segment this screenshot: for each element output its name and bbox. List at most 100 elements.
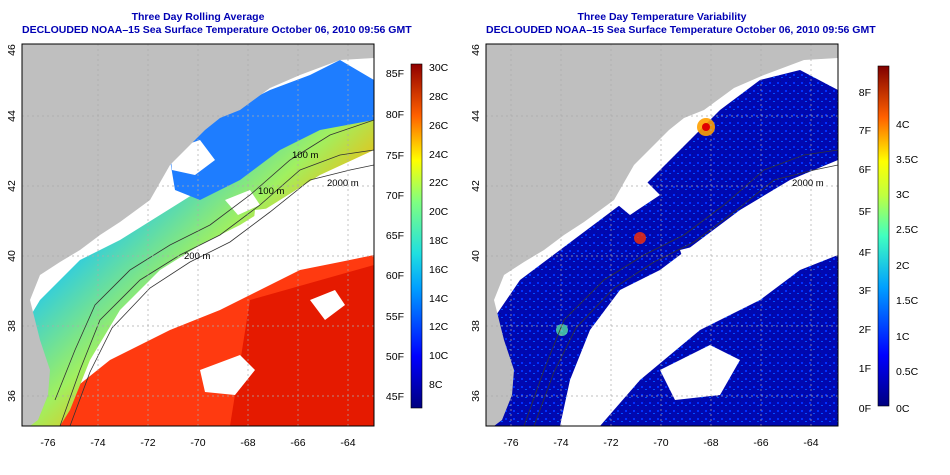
left-colorbar — [410, 63, 423, 409]
right-nodata-patch — [660, 345, 740, 400]
colorbar-label: 1F — [859, 363, 871, 375]
colorbar-label: 14C — [429, 293, 449, 305]
left-nodata-patch — [250, 200, 360, 260]
left-contour — [59, 149, 374, 426]
contour-label: 200 m — [184, 251, 210, 262]
contour-label: 100 m — [292, 150, 318, 161]
contour-label: 2000 m — [792, 178, 824, 189]
x-tick-label: -70 — [653, 437, 668, 449]
colorbar-label: 3.5C — [896, 154, 919, 166]
colorbar-label: 10C — [429, 350, 449, 362]
left-grid — [22, 44, 374, 426]
colorbar-label: 6F — [859, 164, 871, 176]
y-tick-label: 46 — [6, 44, 18, 56]
left-map-frame — [21, 43, 375, 427]
right-hotspot — [702, 123, 710, 131]
y-tick-label: 44 — [470, 110, 482, 122]
colorbar-label: 75F — [386, 150, 404, 162]
left-nodata-patch — [310, 290, 345, 320]
colorbar-label: 2C — [896, 260, 910, 272]
colorbar-label: 0F — [859, 403, 871, 415]
colorbar-label: 20C — [429, 206, 449, 218]
colorbar-label: 85F — [386, 68, 404, 80]
right-contour — [533, 164, 838, 426]
colorbar-label: 8F — [859, 87, 871, 99]
x-tick-label: -68 — [240, 437, 255, 449]
left-shelf-water — [22, 90, 374, 426]
right-nodata-patch — [680, 230, 800, 280]
left-colorbar-f-labels: 85F 80F 75F 70F 65F 60F 55F 50F 45F — [386, 68, 404, 403]
y-tick-label: 36 — [6, 390, 18, 402]
contour-label: 100 m — [258, 186, 284, 197]
colorbar-label: 22C — [429, 177, 449, 189]
x-tick-label: -74 — [90, 437, 105, 449]
colorbar-label: 28C — [429, 91, 449, 103]
x-tick-label: -72 — [140, 437, 155, 449]
right-variability-field — [486, 70, 838, 426]
x-tick-label: -74 — [553, 437, 568, 449]
left-title: Three Day Rolling Average — [131, 11, 265, 23]
colorbar-label: 16C — [429, 264, 449, 276]
y-tick-label: 42 — [6, 180, 18, 192]
y-tick-label: 36 — [470, 390, 482, 402]
colorbar-label: 4C — [896, 119, 910, 131]
right-land — [486, 44, 838, 426]
x-tick-label: -66 — [753, 437, 768, 449]
colorbar-label: 65F — [386, 230, 404, 242]
left-subtitle: DECLOUDED NOAA–15 Sea Surface Temperatur… — [22, 24, 412, 36]
colorbar-label: 50F — [386, 351, 404, 363]
y-tick-label: 40 — [6, 250, 18, 262]
colorbar-label: 3C — [896, 189, 910, 201]
x-tick-label: -72 — [603, 437, 618, 449]
x-tick-label: -66 — [290, 437, 305, 449]
colorbar-label: 2.5C — [896, 224, 919, 236]
x-tick-label: -76 — [503, 437, 518, 449]
right-hotspot — [634, 232, 646, 244]
left-map — [22, 44, 374, 426]
colorbar-label: 24C — [429, 149, 449, 161]
left-x-axis: -76 -74 -72 -70 -68 -66 -64 — [40, 437, 355, 449]
y-tick-label: 46 — [470, 44, 482, 56]
right-variability-field — [600, 255, 838, 426]
left-y-axis: 36 38 40 42 44 46 — [6, 44, 18, 402]
colorbar-label: 1C — [896, 331, 910, 343]
left-nodata-patch — [225, 190, 260, 215]
colorbar-label: 5F — [859, 206, 871, 218]
y-tick-label: 38 — [6, 320, 18, 332]
colorbar-label: 1.5C — [896, 295, 919, 307]
left-land — [22, 44, 374, 426]
x-tick-label: -64 — [803, 437, 818, 449]
y-tick-label: 40 — [470, 250, 482, 262]
y-tick-label: 38 — [470, 320, 482, 332]
contour-label: 2000 m — [327, 178, 359, 189]
colorbar-label: 70F — [386, 190, 404, 202]
colorbar-label: 0C — [896, 403, 910, 415]
colorbar-label: 4F — [859, 247, 871, 259]
right-x-axis: -76 -74 -72 -70 -68 -66 -64 — [503, 437, 818, 449]
left-gulf-maine — [170, 60, 374, 200]
left-contour — [54, 119, 374, 401]
right-map-frame — [485, 43, 839, 427]
colorbar-label: 18C — [429, 235, 449, 247]
right-subtitle: DECLOUDED NOAA–15 Sea Surface Temperatur… — [486, 24, 876, 36]
colorbar-label: 55F — [386, 311, 404, 323]
right-colorbar-f-labels: 8F 7F 6F 5F 4F 3F 2F 1F 0F — [859, 87, 871, 415]
colorbar-label: 12C — [429, 321, 449, 333]
right-colorbar — [877, 65, 890, 407]
right-colorbar-c-labels: 4C 3.5C 3C 2.5C 2C 1.5C 1C 0.5C 0C — [896, 119, 919, 415]
colorbar-label: 2F — [859, 324, 871, 336]
x-tick-label: -76 — [40, 437, 55, 449]
right-title: Three Day Temperature Variability — [577, 11, 747, 23]
left-colorbar-c-labels: 30C 28C 26C 24C 22C 20C 18C 16C 14C 12C … — [429, 62, 449, 391]
x-tick-label: -68 — [703, 437, 718, 449]
x-tick-label: -70 — [190, 437, 205, 449]
colorbar-label: 7F — [859, 125, 871, 137]
left-nodata-patch — [200, 355, 255, 395]
x-tick-label: -64 — [340, 437, 355, 449]
y-tick-label: 44 — [6, 110, 18, 122]
colorbar-label: 45F — [386, 391, 404, 403]
colorbar-label: 80F — [386, 109, 404, 121]
right-contour — [523, 149, 838, 426]
y-tick-label: 42 — [470, 180, 482, 192]
right-map — [486, 44, 838, 426]
